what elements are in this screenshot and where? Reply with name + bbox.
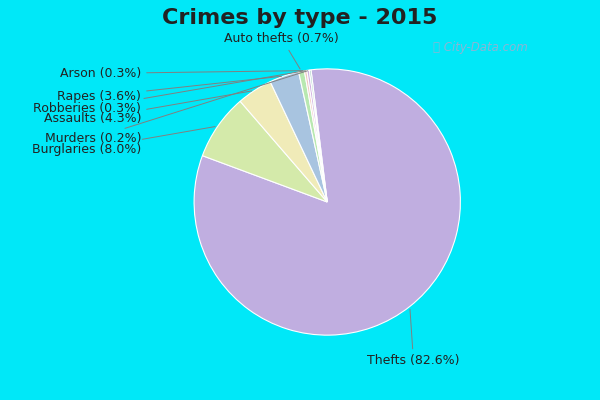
Wedge shape <box>202 101 327 202</box>
Text: Rapes (3.6%): Rapes (3.6%) <box>57 76 281 102</box>
Text: Robberies (0.3%): Robberies (0.3%) <box>33 71 305 115</box>
Text: Crimes by type - 2015: Crimes by type - 2015 <box>163 8 437 28</box>
Text: Arson (0.3%): Arson (0.3%) <box>60 67 303 80</box>
Text: Thefts (82.6%): Thefts (82.6%) <box>367 309 460 367</box>
Text: Assaults (4.3%): Assaults (4.3%) <box>44 91 252 125</box>
Wedge shape <box>194 69 460 335</box>
Text: ⓘ City-Data.com: ⓘ City-Data.com <box>433 42 527 54</box>
Wedge shape <box>299 71 327 202</box>
Wedge shape <box>310 70 327 202</box>
Wedge shape <box>307 70 327 202</box>
Text: Auto thefts (0.7%): Auto thefts (0.7%) <box>224 32 339 69</box>
Wedge shape <box>304 70 327 202</box>
Wedge shape <box>240 82 327 202</box>
Wedge shape <box>270 72 327 202</box>
Text: Burglaries (8.0%): Burglaries (8.0%) <box>32 126 215 156</box>
Text: Murders (0.2%): Murders (0.2%) <box>44 71 308 145</box>
